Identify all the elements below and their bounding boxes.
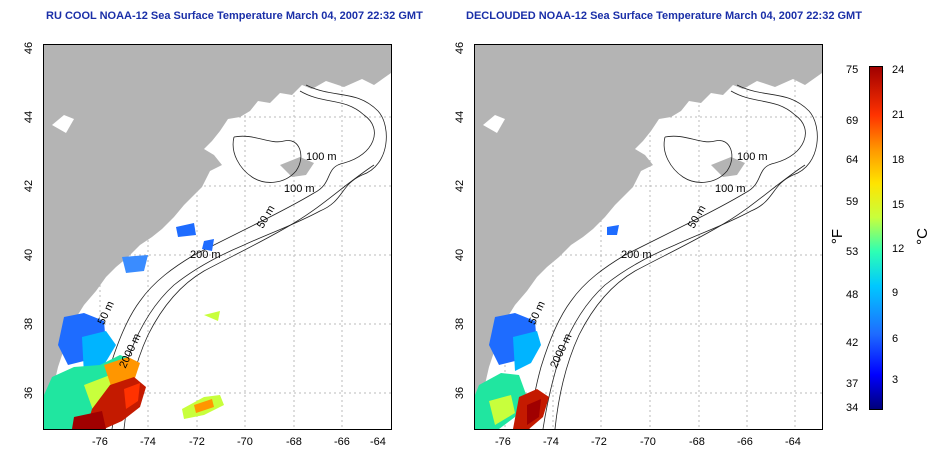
contour-label: 100 m bbox=[284, 183, 315, 195]
x-tick: -68 bbox=[689, 436, 705, 448]
x-tick: -74 bbox=[140, 436, 156, 448]
sst-data bbox=[475, 225, 619, 429]
land bbox=[475, 45, 822, 429]
x-tick: -70 bbox=[237, 436, 253, 448]
cbar-f-tick: 75 bbox=[846, 64, 859, 76]
y-tick: 44 bbox=[454, 110, 466, 124]
contour-label: 100 m bbox=[306, 151, 337, 163]
cbar-c-tick: 21 bbox=[892, 109, 905, 121]
contour-label: 200 m bbox=[190, 249, 221, 261]
cbar-c-tick: 12 bbox=[892, 243, 905, 255]
x-tick: -70 bbox=[640, 436, 656, 448]
left-map-title: RU COOL NOAA-12 Sea Surface Temperature … bbox=[46, 10, 423, 22]
left-map-canvas bbox=[44, 45, 391, 429]
contour-label: 200 m bbox=[621, 249, 652, 261]
cbar-f-tick: 37 bbox=[846, 378, 859, 390]
right-map-panel: 100 m 100 m 50 m 200 m 50 m 2000 m bbox=[474, 44, 823, 430]
right-map-canvas bbox=[475, 45, 822, 429]
x-tick: -72 bbox=[591, 436, 607, 448]
x-tick: -68 bbox=[286, 436, 302, 448]
sst-data bbox=[44, 223, 224, 429]
x-tick: -66 bbox=[737, 436, 753, 448]
x-tick: -76 bbox=[495, 436, 511, 448]
right-map-title: DECLOUDED NOAA-12 Sea Surface Temperatur… bbox=[466, 10, 862, 22]
y-tick: 38 bbox=[23, 317, 35, 331]
x-tick: -72 bbox=[189, 436, 205, 448]
contours bbox=[528, 84, 818, 429]
contour-label: 100 m bbox=[715, 183, 746, 195]
colorbar bbox=[869, 66, 883, 410]
x-tick: -64 bbox=[370, 436, 386, 448]
x-tick: -74 bbox=[543, 436, 559, 448]
land bbox=[44, 45, 391, 429]
cbar-c-tick: 6 bbox=[892, 333, 899, 345]
x-tick: -66 bbox=[334, 436, 350, 448]
y-tick: 40 bbox=[454, 248, 466, 262]
y-tick: 36 bbox=[454, 386, 466, 400]
y-tick: 42 bbox=[23, 179, 35, 193]
y-tick: 46 bbox=[454, 41, 466, 55]
contours bbox=[97, 84, 387, 429]
cbar-f-tick: 53 bbox=[846, 246, 859, 258]
cbar-f-tick: 59 bbox=[846, 196, 859, 208]
cbar-c-tick: 9 bbox=[892, 287, 899, 299]
y-tick: 38 bbox=[454, 317, 466, 331]
cbar-f-tick: 69 bbox=[846, 115, 859, 127]
y-tick: 36 bbox=[23, 386, 35, 400]
cbar-f-tick: 64 bbox=[846, 154, 859, 166]
x-tick: -64 bbox=[785, 436, 801, 448]
cbar-f-tick: 42 bbox=[846, 337, 859, 349]
cbar-f-tick: 34 bbox=[846, 402, 859, 414]
celsius-unit: °C bbox=[913, 228, 931, 245]
y-tick: 46 bbox=[23, 41, 35, 55]
y-tick: 44 bbox=[23, 110, 35, 124]
fahrenheit-unit: °F bbox=[829, 228, 847, 245]
y-tick: 42 bbox=[454, 179, 466, 193]
cbar-c-tick: 3 bbox=[892, 374, 899, 386]
cbar-c-tick: 18 bbox=[892, 154, 905, 166]
left-map-panel: 100 m 100 m 50 m 200 m 50 m 2000 m bbox=[43, 44, 392, 430]
cbar-c-tick: 24 bbox=[892, 64, 905, 76]
contour-label: 100 m bbox=[737, 151, 768, 163]
cbar-f-tick: 48 bbox=[846, 289, 859, 301]
y-tick: 40 bbox=[23, 248, 35, 262]
x-tick: -76 bbox=[92, 436, 108, 448]
cbar-c-tick: 15 bbox=[892, 199, 905, 211]
